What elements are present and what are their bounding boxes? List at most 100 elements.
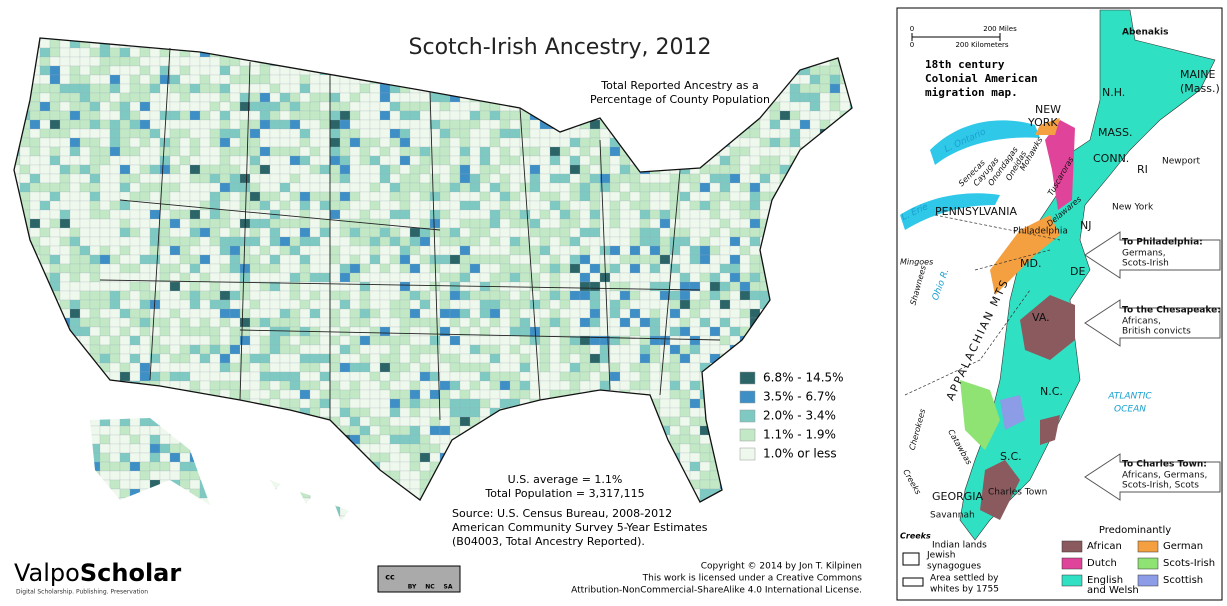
county [609,254,621,265]
county [379,506,391,517]
county [429,389,441,400]
county [609,452,621,463]
county [229,380,241,391]
county [539,245,551,256]
county [719,317,731,328]
county [609,236,621,247]
county [539,146,551,157]
county [359,110,371,121]
county [109,308,121,319]
county [459,263,471,274]
county [549,407,561,418]
county [359,308,371,319]
county [309,308,321,319]
county [509,236,521,247]
county [759,470,771,481]
county [14,515,21,521]
county [189,317,201,328]
county [339,56,351,67]
county [689,110,701,121]
county [129,416,141,427]
county [339,137,351,148]
county [559,416,571,427]
county [169,389,181,400]
cc: cc [385,573,395,582]
place: Philadelphia [1013,227,1068,237]
county [69,407,81,418]
county [499,137,511,148]
county [699,137,711,148]
county [559,290,571,301]
county [49,371,61,382]
county [819,308,831,319]
county [109,155,121,166]
county [229,137,241,148]
county [169,497,181,508]
county [449,335,461,346]
county [289,101,301,112]
county [659,263,671,274]
county [609,146,621,157]
county [379,38,391,40]
county [209,83,221,94]
county [249,371,261,382]
county [339,182,351,193]
county [329,353,341,364]
county [799,515,811,521]
county [89,245,101,256]
county [389,488,401,499]
county [139,470,151,481]
county [619,281,631,292]
county [59,155,71,166]
county [699,272,711,283]
county [519,380,531,391]
county [59,326,71,337]
county [309,371,321,382]
county [369,344,381,355]
county [179,515,191,521]
county [79,209,91,220]
county [149,416,161,427]
county [319,290,331,301]
county [169,83,181,94]
county [169,515,181,521]
county [809,227,821,238]
county [14,443,21,454]
county [669,65,681,76]
county [179,371,191,382]
county [249,164,261,175]
county [14,272,21,283]
county [599,425,611,436]
county [279,137,291,148]
county [109,254,121,265]
county [189,245,201,256]
county [789,272,801,283]
county [329,407,341,418]
county [399,263,411,274]
county [219,83,231,94]
county [69,317,81,328]
county [229,101,241,112]
county [739,317,751,328]
county [789,101,801,112]
county [629,146,641,157]
county [599,191,611,202]
county [239,56,251,67]
county [389,254,401,265]
county [69,218,81,229]
county [59,335,71,346]
county [289,371,301,382]
county [259,128,271,139]
county [519,299,531,310]
county [229,470,241,481]
county [559,335,571,346]
county [649,335,661,346]
county [329,47,341,58]
county [279,371,291,382]
county [619,263,631,274]
county [79,353,91,364]
county [139,344,151,355]
county [519,65,531,76]
county [399,182,411,193]
county [369,407,381,418]
